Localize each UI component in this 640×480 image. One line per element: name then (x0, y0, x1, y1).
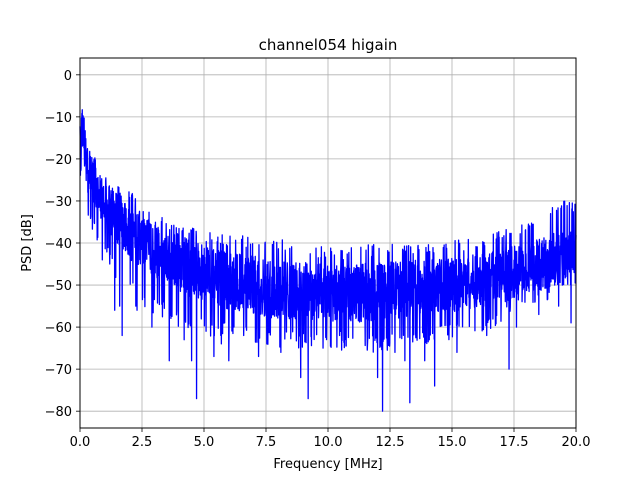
y-tick-label: −10 (45, 111, 72, 126)
x-tick-label: 0.0 (70, 435, 91, 450)
x-tick-label: 15.0 (438, 435, 467, 450)
axes-frame (79, 57, 577, 429)
axis-ticks: 0.0 2.5 5.0 7.5 10.0 12.5 15.0 17.5 20.0 0 −10 −20 −… (45, 69, 591, 450)
psd-series-line (79, 109, 577, 412)
x-tick-label: 2.5 (132, 435, 153, 450)
x-tick-label: 10.0 (314, 435, 343, 450)
x-axis-label: Frequency [MHz] (273, 457, 382, 472)
y-tick-label: −60 (45, 321, 72, 336)
y-tick-label: −70 (45, 363, 72, 378)
x-tick-label: 7.5 (256, 435, 277, 450)
y-axis-label: PSD [dB] (20, 214, 35, 272)
plot-area (79, 109, 577, 412)
y-tick-label: −20 (45, 153, 72, 168)
y-tick-label: −30 (45, 195, 72, 210)
x-tick-label: 12.5 (376, 435, 405, 450)
y-tick-label: 0 (64, 69, 72, 84)
y-tick-label: −80 (45, 405, 72, 420)
x-tick-label: 20.0 (562, 435, 591, 450)
chart-title: channel054 higain (259, 36, 398, 54)
x-tick-label: 17.5 (500, 435, 529, 450)
x-tick-label: 5.0 (194, 435, 215, 450)
y-tick-label: −40 (45, 237, 72, 252)
y-tick-label: −50 (45, 279, 72, 294)
